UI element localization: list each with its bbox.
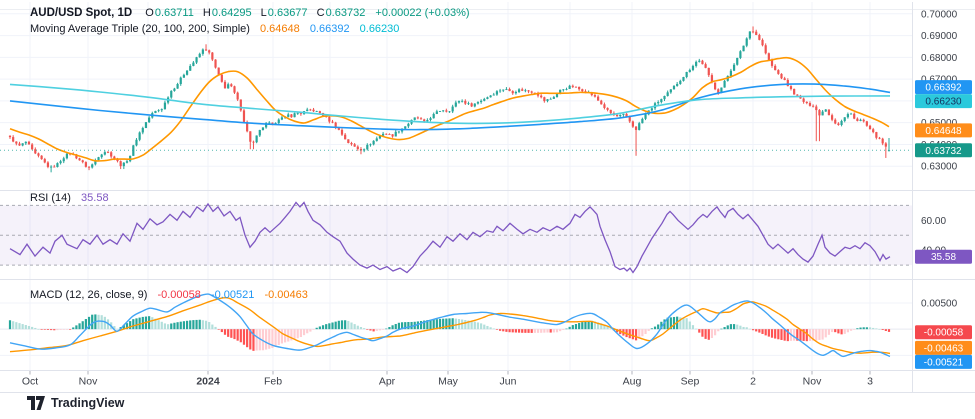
rsi-legend: RSI (14) 35.58 — [30, 190, 109, 206]
svg-text:60.00: 60.00 — [921, 216, 946, 227]
svg-text:2024: 2024 — [196, 376, 220, 388]
svg-text:0.67000: 0.67000 — [921, 75, 958, 86]
sma200-value: 0.66230 — [359, 23, 400, 35]
svg-text:Oct: Oct — [22, 376, 38, 388]
macd-line — [9, 293, 891, 358]
svg-text:-0.00463: -0.00463 — [924, 343, 964, 354]
candlestick-series — [8, 26, 891, 173]
svg-text:0.63732: 0.63732 — [925, 146, 962, 157]
tradingview-logo-icon — [27, 396, 45, 410]
macd-badge: -0.00058 — [915, 325, 972, 340]
rsi-badge: 35.58 — [915, 249, 972, 264]
macd-study-label: MACD (12, 26, close, 9) — [30, 289, 148, 301]
ma-study-legend: Moving Average Triple (20, 100, 200, Sim… — [30, 21, 470, 37]
macd-legend: MACD (12, 26, close, 9) -0.00058 -0.0052… — [30, 287, 308, 303]
sma200-line — [9, 83, 891, 125]
macd-hist-value: -0.00058 — [157, 289, 201, 301]
price-badge: 0.66392 — [915, 80, 972, 95]
price-badge: 0.63732 — [915, 143, 972, 158]
svg-text:0.00500: 0.00500 — [921, 298, 958, 309]
macd-badge: -0.00463 — [915, 340, 972, 355]
svg-text:0.66392: 0.66392 — [925, 83, 962, 94]
macd-line-value: -0.00521 — [210, 289, 255, 301]
rsi-pane[interactable] — [0, 201, 912, 274]
symbol-title: AUD/USD Spot, 1D — [30, 7, 133, 19]
svg-text:Jun: Jun — [500, 376, 517, 388]
svg-text:-0.00521: -0.00521 — [924, 357, 964, 368]
price-pane[interactable] — [0, 13, 912, 173]
tradingview-logo[interactable]: TradingView — [27, 396, 124, 410]
svg-text:Aug: Aug — [623, 376, 642, 388]
open-value: O0.63711 — [145, 7, 194, 19]
macd-histogram — [8, 314, 891, 351]
sma20-value: 0.64648 — [259, 23, 300, 35]
ma-study-label: Moving Average Triple (20, 100, 200, Sim… — [30, 23, 250, 35]
close-value: C0.63732 — [316, 7, 366, 19]
macd-badge: -0.00521 — [915, 354, 972, 369]
svg-text:0.68000: 0.68000 — [921, 53, 958, 64]
rsi-line — [9, 201, 891, 274]
price-badge: 0.64648 — [915, 123, 972, 138]
sma100-value: 0.66392 — [309, 23, 350, 35]
sma100-line — [9, 83, 891, 131]
tradingview-logo-text: TradingView — [51, 396, 125, 410]
svg-text:0.69000: 0.69000 — [921, 31, 958, 42]
gridlines — [29, 2, 871, 370]
svg-text:35.58: 35.58 — [931, 252, 956, 263]
macd-pane[interactable] — [0, 293, 912, 358]
price-axis[interactable]: 0.700000.690000.680000.670000.660000.650… — [915, 9, 972, 369]
svg-text:Apr: Apr — [379, 376, 396, 388]
svg-text:0.64648: 0.64648 — [925, 126, 962, 137]
svg-text:2: 2 — [750, 376, 756, 388]
svg-text:Nov: Nov — [803, 376, 822, 388]
rsi-study-label: RSI (14) — [30, 192, 71, 204]
svg-text:0.63000: 0.63000 — [921, 162, 958, 173]
change-value: +0.00022 (+0.03%) — [375, 7, 470, 19]
svg-text:Feb: Feb — [264, 376, 282, 388]
svg-text:0.70000: 0.70000 — [921, 9, 958, 20]
price-badge: 0.66230 — [915, 94, 972, 109]
high-value: H0.64295 — [202, 7, 252, 19]
svg-text:Nov: Nov — [79, 376, 98, 388]
pane-separators — [0, 2, 975, 393]
svg-text:-0.00058: -0.00058 — [924, 328, 964, 339]
macd-signal-value: -0.00463 — [264, 289, 308, 301]
svg-text:3: 3 — [867, 376, 873, 388]
svg-text:0.66230: 0.66230 — [925, 97, 962, 108]
time-axis[interactable]: Oct Nov 2024 Feb Apr May Jun Aug Sep 2 Nov 3 — [22, 371, 873, 388]
rsi-value: 35.58 — [81, 192, 109, 204]
macd-signal-line — [9, 297, 891, 355]
svg-text:Sep: Sep — [681, 376, 700, 388]
symbol-legend: AUD/USD Spot, 1D O0.63711 H0.64295 L0.63… — [30, 5, 470, 37]
svg-text:May: May — [438, 376, 459, 388]
sma20-line — [9, 56, 890, 162]
low-value: L0.63677 — [260, 7, 308, 19]
